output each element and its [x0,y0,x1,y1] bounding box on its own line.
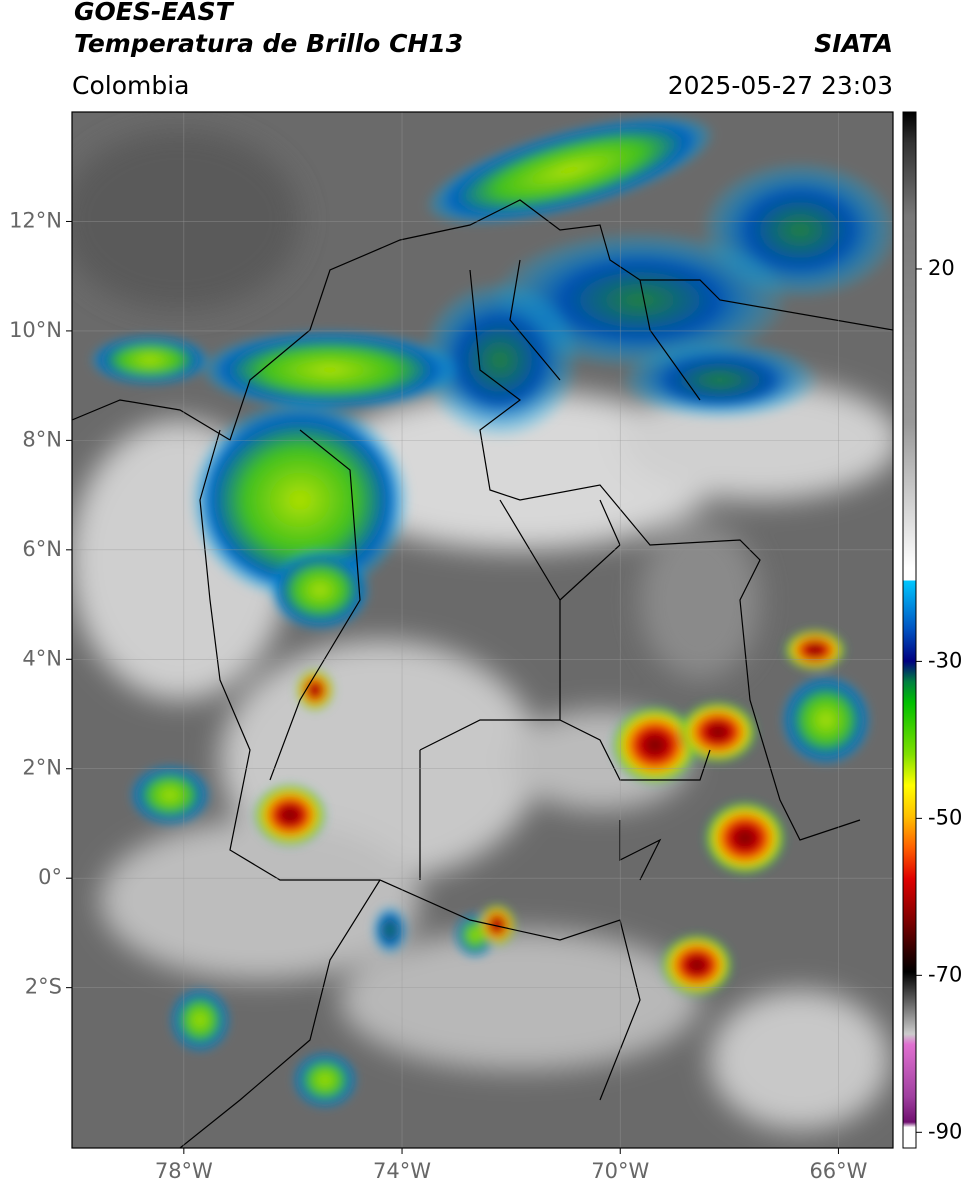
convection [90,115,893,1108]
region: Colombia [72,71,189,100]
source: SIATA [814,29,893,58]
y-tick-label: 6°N [22,537,62,561]
colorbar-tick-label: 20 [928,256,955,280]
colorbar [902,111,917,1149]
colorbar-tick-label: -70 [928,962,962,986]
y-tick-label: 10°N [9,318,62,342]
y-tick-label: 12°N [9,208,62,232]
x-tick-label: 74°W [373,1159,431,1183]
y-tick-label: 2°N [22,756,62,780]
y-tick-label: 8°N [22,427,62,451]
map-imagery [72,112,893,1148]
x-tick-label: 70°W [591,1159,649,1183]
title: GOES-EAST [74,0,235,26]
map-frame [71,111,894,1149]
y-tick-label: 2°S [25,975,62,999]
colorbar-tick-label: -50 [928,805,962,829]
y-tick-label: 0° [38,865,62,889]
x-tick-label: 66°W [809,1159,867,1183]
colorbar-tick-label: -90 [928,1119,962,1143]
y-tick-label: 4°N [22,646,62,670]
datetime: 2025-05-27 23:03 [668,71,893,100]
colorbar-tick-label: -30 [928,648,962,672]
x-tick-label: 78°W [155,1159,213,1183]
subtitle: Temperatura de Brillo CH13 [74,29,463,58]
